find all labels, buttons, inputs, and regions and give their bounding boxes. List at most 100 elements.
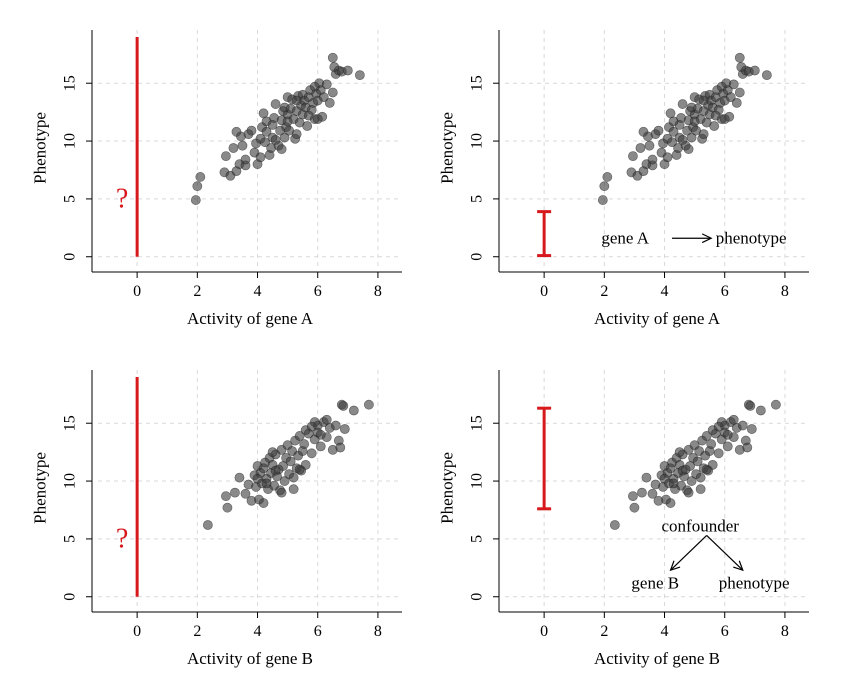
annotation-label: gene B [631, 573, 679, 592]
data-point [695, 472, 706, 483]
y-tick-label: 10 [62, 473, 79, 489]
x-tick-label: 4 [661, 623, 669, 640]
y-tick-label: 5 [62, 195, 79, 203]
data-point [742, 442, 753, 453]
x-axis-label: Activity of gene B [594, 649, 720, 668]
data-point [338, 400, 349, 411]
data-point [734, 87, 745, 98]
data-point [363, 399, 374, 410]
data-point [609, 520, 620, 530]
data-point [339, 424, 350, 434]
data-point [674, 447, 685, 458]
data-point [234, 472, 245, 483]
x-axis-label: Activity of gene B [187, 649, 313, 668]
y-tick-label: 0 [62, 593, 79, 601]
data-point [662, 152, 673, 163]
annotation-arrow [670, 534, 708, 571]
data-point [725, 92, 736, 102]
data-point [285, 456, 296, 467]
data-point [686, 132, 697, 143]
data-point [713, 421, 724, 432]
data-point [279, 102, 290, 113]
data-point [770, 399, 781, 410]
x-tick-label: 6 [721, 283, 729, 300]
panel-3: 0 2 4 6 8 0 5 10 15 Activity of gene B Phenotype? [31, 370, 402, 668]
data-point [710, 110, 721, 121]
x-axis-label: Activity of gene A [594, 309, 721, 328]
data-point [291, 95, 302, 106]
data-point [261, 478, 272, 489]
data-point [689, 116, 700, 127]
data-point [221, 151, 231, 161]
x-tick-label: 2 [600, 283, 608, 300]
data-point [659, 473, 670, 484]
y-tick-label: 15 [62, 415, 79, 431]
data-point [342, 65, 353, 76]
y-tick-label: 10 [62, 133, 79, 149]
data-point [324, 97, 335, 108]
x-tick-label: 2 [600, 623, 608, 640]
data-point [321, 79, 332, 90]
data-point [677, 99, 688, 109]
data-point [629, 502, 640, 513]
data-point [745, 400, 756, 411]
y-axis-label: Phenotype [438, 112, 457, 184]
data-point [228, 143, 239, 153]
data-point [276, 487, 287, 498]
data-point [749, 65, 760, 76]
data-point [195, 172, 206, 182]
y-tick-label: 10 [469, 133, 486, 149]
data-point [230, 487, 240, 498]
data-point [683, 487, 694, 498]
data-point [246, 125, 257, 136]
data-point [668, 478, 679, 489]
annotation-label: confounder [662, 517, 740, 536]
data-point [302, 121, 313, 131]
data-point [635, 143, 646, 153]
y-tick-label: 15 [62, 75, 79, 91]
data-point [255, 152, 266, 163]
data-point [647, 488, 658, 499]
y-tick-label: 15 [469, 75, 486, 91]
data-point [240, 488, 251, 499]
data-point [706, 439, 717, 449]
data-point [677, 135, 688, 145]
data-point [597, 195, 608, 205]
y-axis-label: Phenotype [31, 112, 50, 184]
data-point [722, 441, 733, 452]
data-point [236, 131, 246, 142]
annotation-arrowhead [669, 560, 681, 572]
data-point [282, 116, 293, 127]
panel-4: 0 2 4 6 8 0 5 10 15 Activity of gene B Phenotype co… [438, 370, 809, 668]
x-tick-label: 6 [314, 623, 322, 640]
data-point [643, 131, 653, 142]
data-point [258, 108, 269, 119]
x-tick-label: 8 [781, 623, 789, 640]
data-point [252, 473, 263, 484]
data-point [270, 465, 281, 476]
data-point [637, 487, 647, 498]
data-point [299, 439, 310, 449]
data-point [713, 448, 724, 459]
data-point [276, 144, 287, 155]
data-point [258, 498, 269, 508]
data-point [291, 129, 302, 140]
x-tick-label: 2 [193, 283, 201, 300]
data-point [701, 464, 712, 475]
data-point [719, 114, 730, 124]
data-point [260, 137, 270, 148]
data-point [734, 52, 745, 63]
annotation-arrow [706, 534, 744, 571]
data-point [668, 126, 679, 137]
data-point [644, 140, 655, 151]
data-point [686, 476, 697, 486]
question-mark: ? [116, 523, 128, 554]
data-point [294, 464, 305, 475]
x-tick-label: 8 [374, 283, 382, 300]
data-point [354, 70, 365, 81]
data-point [698, 129, 709, 140]
data-point [321, 414, 332, 425]
y-tick-label: 0 [469, 253, 486, 261]
